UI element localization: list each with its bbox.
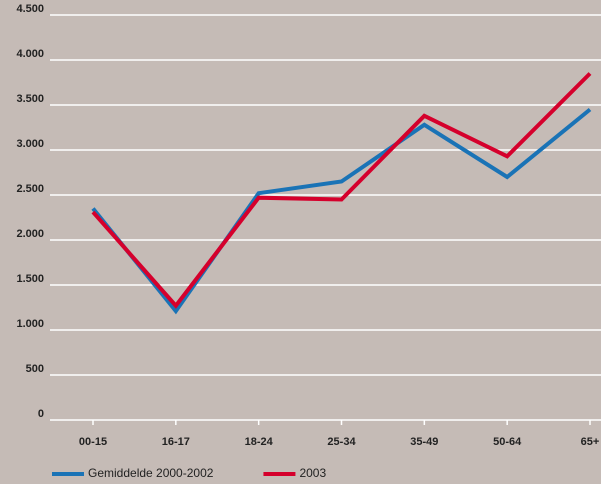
y-tick-label: 1.000 [16, 318, 44, 330]
x-tick-label: 18-24 [245, 436, 274, 448]
line-series [91, 107, 592, 315]
x-tick-label: 00-15 [79, 436, 107, 448]
line-series [91, 72, 592, 309]
x-tick-label: 35-49 [410, 436, 438, 448]
y-tick-label: 2.000 [16, 228, 44, 240]
y-tick-label: 2.500 [16, 183, 44, 195]
x-tick-label: 50-64 [493, 436, 522, 448]
y-tick-label: 4.500 [16, 3, 44, 15]
y-tick-label: 3.000 [16, 138, 44, 150]
y-tick-label: 500 [26, 363, 44, 375]
x-tick-label: 25-34 [327, 436, 356, 448]
y-tick-label: 0 [38, 408, 44, 420]
y-tick-label: 4.000 [16, 48, 44, 60]
y-tick-label: 1.500 [16, 273, 44, 285]
y-tick-label: 3.500 [16, 93, 44, 105]
x-tick-label: 65+ [581, 436, 600, 448]
legend-label: Gemiddelde 2000-2002 [88, 466, 214, 480]
x-tick-label: 16-17 [162, 436, 190, 448]
legend-label: 2003 [299, 466, 326, 480]
